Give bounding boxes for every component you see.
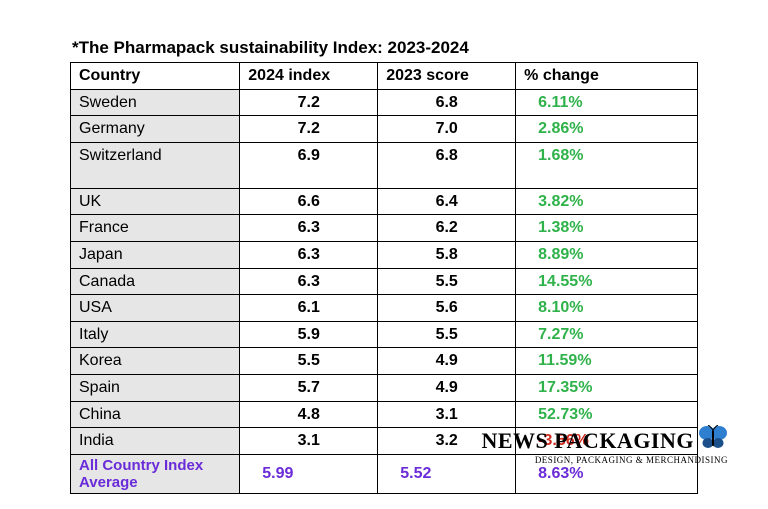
table-summary-row: All Country Index Average5.995.528.63%	[71, 454, 698, 494]
cell-2024-index: 6.3	[240, 268, 378, 295]
cell-2023-score: 5.8	[378, 241, 516, 268]
cell-summary-label: All Country Index Average	[71, 454, 240, 494]
cell-country: USA	[71, 295, 240, 322]
cell-2024-index: 3.1	[240, 428, 378, 455]
col-header-country: Country	[71, 63, 240, 90]
cell-change: 52.73%	[516, 401, 698, 428]
table-row: Spain5.74.917.35%	[71, 374, 698, 401]
cell-2023-score: 4.9	[378, 374, 516, 401]
cell-change: 1.68%	[516, 142, 698, 188]
cell-summary-2024: 5.99	[240, 454, 378, 494]
table-row: Switzerland6.96.81.68%	[71, 142, 698, 188]
cell-country: Korea	[71, 348, 240, 375]
table-row: USA6.15.68.10%	[71, 295, 698, 322]
cell-country: Japan	[71, 241, 240, 268]
cell-change: 2.86%	[516, 116, 698, 143]
cell-change: -3.56%	[516, 428, 698, 455]
cell-change: 8.89%	[516, 241, 698, 268]
cell-2023-score: 5.5	[378, 268, 516, 295]
cell-2024-index: 7.2	[240, 116, 378, 143]
cell-2023-score: 5.6	[378, 295, 516, 322]
cell-2024-index: 6.3	[240, 215, 378, 242]
table-row: Sweden7.26.86.11%	[71, 89, 698, 116]
table-row: Japan6.35.88.89%	[71, 241, 698, 268]
cell-2024-index: 6.6	[240, 188, 378, 215]
cell-2024-index: 6.1	[240, 295, 378, 322]
cell-country: Switzerland	[71, 142, 240, 188]
cell-2023-score: 4.9	[378, 348, 516, 375]
col-header-2024: 2024 index	[240, 63, 378, 90]
table-title: *The Pharmapack sustainability Index: 20…	[72, 38, 698, 58]
cell-country: Germany	[71, 116, 240, 143]
sustainability-table: Country 2024 index 2023 score % change S…	[70, 62, 698, 494]
table-row: Germany7.27.02.86%	[71, 116, 698, 143]
cell-country: Canada	[71, 268, 240, 295]
cell-2024-index: 7.2	[240, 89, 378, 116]
cell-summary-2023: 5.52	[378, 454, 516, 494]
table-row: Canada6.35.514.55%	[71, 268, 698, 295]
cell-country: China	[71, 401, 240, 428]
cell-change: 8.10%	[516, 295, 698, 322]
table-row: Korea5.54.911.59%	[71, 348, 698, 375]
cell-change: 6.11%	[516, 89, 698, 116]
table-row: France6.36.21.38%	[71, 215, 698, 242]
table-header-row: Country 2024 index 2023 score % change	[71, 63, 698, 90]
table-row: Italy5.95.57.27%	[71, 321, 698, 348]
cell-change: 11.59%	[516, 348, 698, 375]
cell-country: Spain	[71, 374, 240, 401]
table-row: India3.13.2-3.56%	[71, 428, 698, 455]
cell-2023-score: 6.8	[378, 142, 516, 188]
cell-2024-index: 6.9	[240, 142, 378, 188]
cell-2024-index: 5.9	[240, 321, 378, 348]
cell-2024-index: 4.8	[240, 401, 378, 428]
cell-2024-index: 6.3	[240, 241, 378, 268]
table-row: China4.83.152.73%	[71, 401, 698, 428]
cell-country: India	[71, 428, 240, 455]
table-row: UK6.66.43.82%	[71, 188, 698, 215]
cell-country: Italy	[71, 321, 240, 348]
cell-change: 17.35%	[516, 374, 698, 401]
cell-summary-change: 8.63%	[516, 454, 698, 494]
cell-2023-score: 5.5	[378, 321, 516, 348]
cell-2024-index: 5.7	[240, 374, 378, 401]
col-header-change: % change	[516, 63, 698, 90]
cell-change: 3.82%	[516, 188, 698, 215]
cell-change: 7.27%	[516, 321, 698, 348]
butterfly-icon	[698, 425, 728, 457]
cell-change: 14.55%	[516, 268, 698, 295]
col-header-2023: 2023 score	[378, 63, 516, 90]
cell-country: France	[71, 215, 240, 242]
cell-2023-score: 7.0	[378, 116, 516, 143]
cell-change: 1.38%	[516, 215, 698, 242]
cell-country: Sweden	[71, 89, 240, 116]
cell-2023-score: 6.4	[378, 188, 516, 215]
cell-2023-score: 6.8	[378, 89, 516, 116]
cell-2024-index: 5.5	[240, 348, 378, 375]
cell-2023-score: 6.2	[378, 215, 516, 242]
cell-country: UK	[71, 188, 240, 215]
cell-2023-score: 3.2	[378, 428, 516, 455]
cell-2023-score: 3.1	[378, 401, 516, 428]
